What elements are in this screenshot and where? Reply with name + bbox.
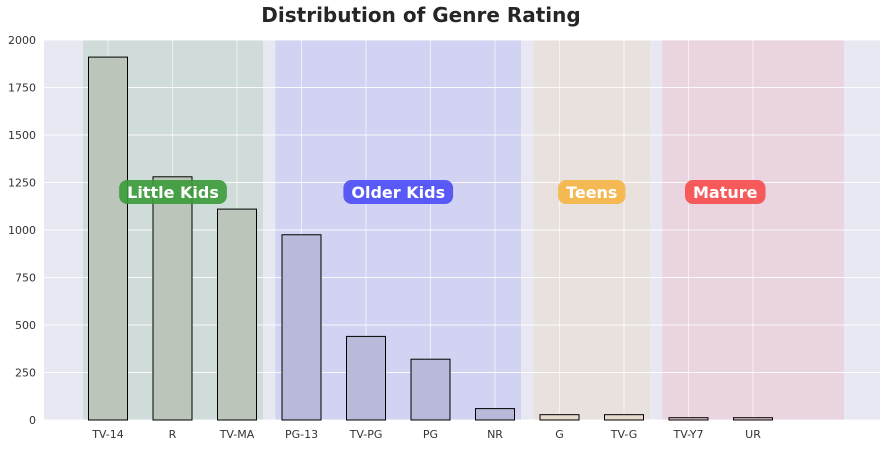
y-tick-label: 500 xyxy=(15,319,36,332)
y-axis-ticks: 0 250 500 750 1000 1250 1500 1750 2000 xyxy=(8,34,36,427)
y-tick-label: 1750 xyxy=(8,82,36,95)
bar-tv-pg xyxy=(346,335,386,421)
x-tick-label-pg-13: PG-13 xyxy=(285,428,318,441)
y-tick-label: 2000 xyxy=(8,34,36,47)
x-tick-label-tv-14: TV-14 xyxy=(91,428,124,441)
bar-nr xyxy=(475,408,515,421)
y-tick-label: 250 xyxy=(15,367,36,380)
group-label-box-older-kids xyxy=(343,180,454,204)
bars xyxy=(88,56,773,421)
bar-tv-g xyxy=(604,414,644,421)
y-tick-label: 1000 xyxy=(8,224,36,237)
x-tick-label-nr: NR xyxy=(487,428,503,441)
x-tick-label-tv-pg: TV-PG xyxy=(349,428,383,441)
bar-g xyxy=(539,414,580,421)
x-tick-label-tv-ma: TV-MA xyxy=(219,428,255,441)
group-label-box-little-kids xyxy=(119,180,227,204)
chart-title: Distribution of Genre Rating xyxy=(261,3,580,27)
bar-tv-14 xyxy=(88,56,128,421)
group-labels: Little Kids Older Kids Teens Mature xyxy=(119,180,766,204)
bar-tv-ma xyxy=(217,208,257,421)
group-label-teens: Teens xyxy=(566,183,617,202)
bar-tv-y7 xyxy=(668,417,709,421)
x-tick-label-g: G xyxy=(555,428,564,441)
x-tick-label-tv-g: TV-G xyxy=(610,428,638,441)
group-label-box-teens xyxy=(558,180,626,204)
y-tick-label: 1250 xyxy=(8,177,36,190)
x-tick-label-r: R xyxy=(169,428,177,441)
bar-pg xyxy=(410,358,451,421)
x-tick-label-tv-y7: TV-Y7 xyxy=(673,428,704,441)
y-tick-label: 0 xyxy=(29,414,36,427)
y-tick-label: 1500 xyxy=(8,129,36,142)
bar-pg-13 xyxy=(281,234,322,421)
x-axis-ticks: TV-14 R TV-MA PG-13 TV-PG PG NR G TV-G TV-Y7 UR xyxy=(91,428,761,441)
group-label-box-mature xyxy=(685,180,766,204)
group-label-older-kids: Older Kids xyxy=(351,183,445,202)
x-tick-label-pg: PG xyxy=(423,428,438,441)
group-label-mature: Mature xyxy=(693,183,758,202)
bar-r xyxy=(152,176,193,421)
group-label-little-kids: Little Kids xyxy=(127,183,219,202)
bar-ur xyxy=(733,417,773,421)
y-tick-label: 750 xyxy=(15,272,36,285)
x-tick-label-ur: UR xyxy=(745,428,761,441)
